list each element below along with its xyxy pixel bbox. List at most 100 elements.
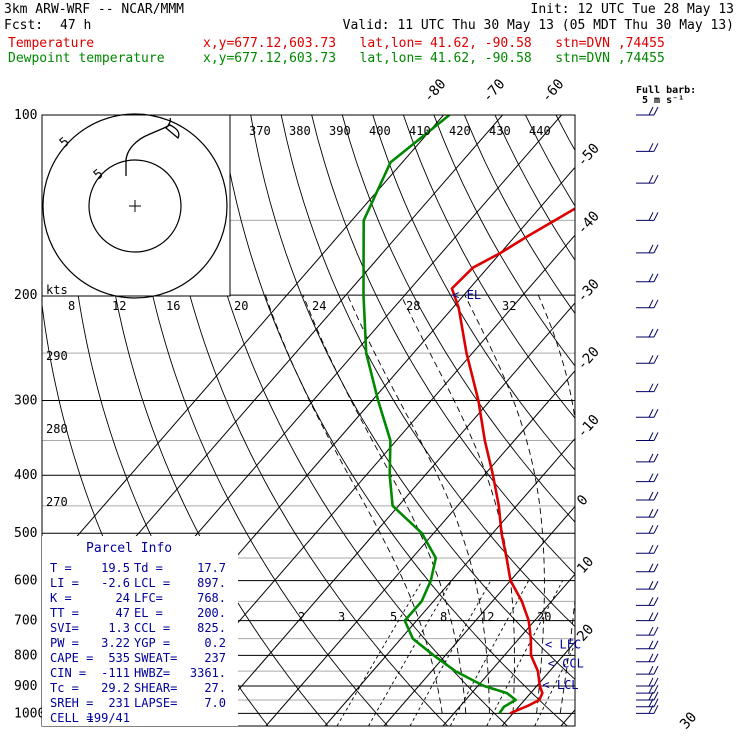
theta-label: 290 (46, 349, 68, 363)
wind-barb-flag (653, 612, 659, 621)
wind-barb-flag (648, 705, 654, 714)
parcel-info-value: 237 (204, 651, 226, 665)
wind-barb-flag (653, 626, 659, 636)
mixing-ratio-line (336, 580, 423, 726)
wind-barb-flag (648, 212, 654, 221)
parcel-info-value: -111 (101, 666, 130, 680)
wind-barb-flag (648, 383, 654, 392)
parcel-info-value: 0.2 (204, 636, 226, 650)
dry-adiabat (128, 115, 389, 726)
isotherm-label: -50 (574, 141, 603, 171)
dry-adiabat (189, 115, 508, 726)
isotherm (383, 505, 575, 726)
wind-barb-flag (653, 677, 659, 687)
dry-adiabat (648, 115, 740, 726)
barb-legend-unit: 5 m s⁻¹ (642, 95, 684, 106)
dry-adiabat (525, 115, 575, 207)
dry-adiabat (372, 115, 575, 471)
wind-barb-flag (648, 612, 654, 621)
theta-label: 400 (369, 124, 391, 138)
parcel-info-value: 825. (197, 621, 226, 635)
pressure-label: 600 (14, 574, 37, 589)
isotherm-label: -40 (574, 208, 603, 238)
wind-barb-flag (648, 597, 654, 606)
wind-barb-flag (653, 473, 659, 482)
wind-barb-flag (653, 691, 659, 701)
parcel-info-value: 3.22 (101, 636, 130, 650)
parcel-info-key: T = (50, 561, 72, 575)
parcel-info-key: LI = (50, 576, 79, 590)
pressure-label: 800 (14, 648, 37, 663)
dry-adiabat (311, 115, 575, 575)
hodograph-units: kts (46, 283, 68, 297)
parcel-info-value: 17.7 (197, 561, 226, 575)
isotherm (42, 115, 444, 578)
mixing-ratio-label: 2 (298, 610, 305, 624)
dry-adiabat (709, 115, 740, 726)
theta-label: 440 (529, 124, 551, 138)
mixing-ratio-line (449, 580, 529, 726)
moist-adiabat (464, 294, 545, 714)
parcel-info-key: LCL = (134, 576, 170, 590)
wind-barb-flag (653, 705, 659, 714)
parcel-info-key: HWBZ= (134, 666, 170, 680)
isotherm-label: -60 (539, 76, 568, 106)
mixing-ratio-label: 5 (390, 610, 397, 624)
theta-label: 430 (489, 124, 511, 138)
isotherm (442, 573, 575, 726)
parcel-info-key: CELL = (50, 711, 93, 725)
model-title: 3km ARW-WRF -- NCAR/MMM (4, 2, 185, 17)
isotherm-label: -70 (480, 76, 509, 106)
level-annotation: < LFC (545, 638, 581, 652)
wind-barb-flag (648, 684, 654, 694)
hodograph-ring-outer (42, 113, 228, 299)
forecast-label: Fcst: (4, 18, 44, 33)
wind-barb-flag (648, 563, 654, 572)
hodograph-ring-inner (88, 159, 182, 253)
wind-barb-flag (653, 299, 659, 309)
mixing-ratio-label: 3 (338, 610, 345, 624)
pressure-label: 1000 (14, 706, 45, 721)
init-time: Init: 12 UTC Tue 28 May 13 (530, 2, 735, 17)
parcel-info-value: 535 (108, 651, 130, 665)
parcel-info-value: 768. (197, 591, 226, 605)
wind-barb-flag (653, 244, 659, 254)
parcel-info-key: SHEAR= (134, 681, 177, 695)
wind-barb-flag (648, 174, 654, 184)
pressure-label: 900 (14, 679, 37, 694)
parcel-info-value: 7.0 (204, 696, 226, 710)
wind-barb-flag (653, 453, 659, 463)
wind-barb-flag (653, 544, 659, 554)
wind-barb-flag (653, 328, 659, 338)
temperature-location: x,y=677.12,603.73 lat,lon= 41.62, -90.58… (203, 36, 665, 51)
parcel-info-key: SWEAT= (134, 651, 177, 665)
mixing-ratio-line (486, 580, 564, 726)
wind-barb-flag (653, 684, 659, 694)
isotherm (620, 115, 740, 726)
isotherm-label: -20 (574, 344, 603, 374)
parcel-info-key: CCL = (134, 621, 170, 635)
wind-barb-flag (648, 665, 654, 675)
isotherm (265, 370, 575, 726)
wind-barb-flag (648, 626, 654, 636)
mixing-ratio-line (534, 643, 575, 726)
wind-barb-flag (648, 491, 654, 501)
parcel-info-value: 897. (197, 576, 226, 590)
wind-barb-flag (648, 355, 654, 364)
isotherm (206, 302, 575, 726)
isotherm-label: -30 (574, 276, 603, 306)
theta-label: 370 (249, 124, 271, 138)
wind-barb-flag (648, 106, 654, 116)
wind-barb-flag (648, 653, 654, 662)
parcel-info-box (42, 536, 238, 726)
parcel-info-key: YGP = (134, 636, 170, 650)
wind-barb-flag (648, 328, 654, 338)
isotherm-label: 0 (574, 492, 592, 509)
mixing-ratio-label: 12 (480, 610, 494, 624)
parcel-info-key: Td = (134, 561, 163, 575)
theta-label: 390 (329, 124, 351, 138)
level-annotation: < EL (452, 288, 481, 302)
wind-barb-flag (648, 580, 654, 590)
dewpoint-location: x,y=677.12,603.73 lat,lon= 41.62, -90.58… (203, 51, 665, 66)
wind-barb-flag (653, 432, 659, 441)
